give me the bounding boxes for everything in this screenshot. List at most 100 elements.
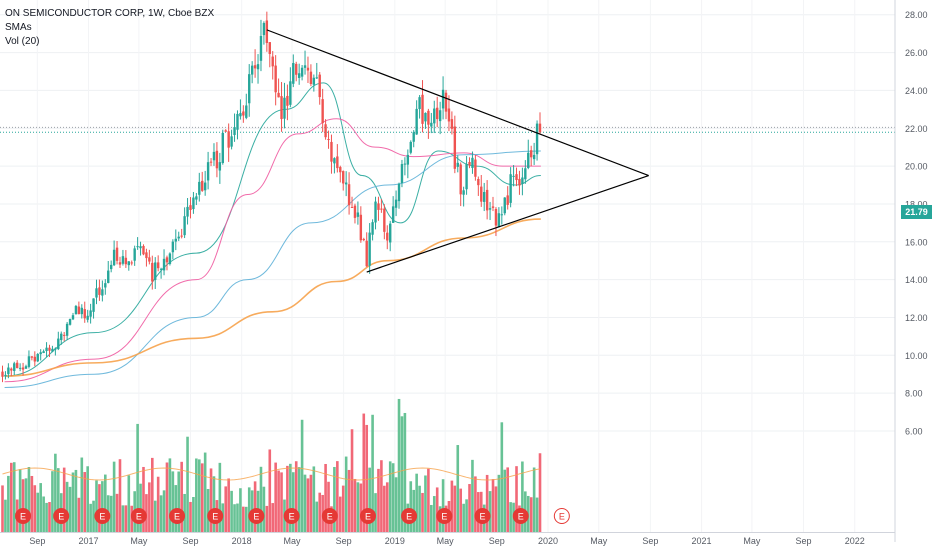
candle-body [383,208,386,232]
earnings-marker [401,508,418,524]
volume-bar [142,466,145,532]
candle-body [303,65,307,68]
earnings-label: E [406,512,412,522]
candle-body [268,42,271,54]
candle-body [362,239,365,241]
indicator-smas[interactable]: SMAs [5,22,32,33]
volume-bar [371,414,374,532]
earnings-marker [207,508,224,524]
candle-body [359,214,363,241]
candle-body [4,374,7,377]
volume-bar [7,475,10,532]
candle-body [377,203,380,210]
volume-bar [212,476,216,532]
price-axis[interactable]: 32.0030.0028.0026.0024.0022.0020.0018.00… [894,0,928,542]
candle-body [1,371,4,377]
candle-body [280,96,283,120]
time-tick-label: May [284,536,302,546]
volume-bar [394,477,398,532]
indicator-volume[interactable]: Vol (20) [5,36,40,47]
volume-bar [368,467,371,532]
volume-bar [271,503,275,532]
candle-body [424,112,427,122]
earnings-label: E [480,512,486,522]
triangle-upper-line [266,29,649,177]
volume-bar [430,504,433,532]
candle-body [21,367,25,370]
candle-body [248,74,251,104]
volume-bar [515,466,518,532]
candle-body [230,136,233,147]
candle-body [253,65,257,69]
price-tick-label: 16.00 [905,237,928,247]
volume-bar [24,478,28,532]
candle-body [159,268,163,270]
candle-body [300,67,304,77]
volume-bar [68,486,72,532]
volume-bar [432,496,436,532]
volume-bar [239,488,242,532]
earnings-label: E [20,512,26,522]
volume-bar [200,463,204,532]
volume-bar [374,493,377,532]
volume-bar [136,423,139,532]
price-tick-label: 22.00 [905,124,928,134]
earnings-label: E [441,512,447,522]
volume-bar [247,487,251,532]
candle-body [89,310,92,317]
volume-bar [139,483,142,532]
candle-body [215,150,219,169]
volume-bar [83,472,87,532]
candle-body [15,362,19,369]
candle-body [500,214,504,216]
candle-body [195,196,198,200]
volume-bar [159,495,163,532]
candle-body [459,164,462,195]
candle-body [77,306,81,315]
volume-bar [450,480,454,532]
symbol-title[interactable]: ON SEMICONDUCTOR CORP, 1W, Cboe BZX [5,8,215,19]
triangle-pattern[interactable] [266,29,649,273]
candle-body [371,222,374,235]
volume-bar [206,489,210,532]
price-tick-label: 24.00 [905,86,928,96]
candle-body [51,348,54,352]
last-price-badge: 21.79 [901,205,932,219]
candle-body [468,162,471,166]
volume-bar [491,479,495,532]
volume-bar [118,459,122,532]
volume-bar [112,461,116,532]
candle-body [271,56,274,67]
candle-body [24,366,28,369]
time-axis[interactable]: Sep 2017 May Sep 2018 May Sep 2019 May Sep 2020 May… [0,532,895,547]
candle-body [62,334,66,336]
candle-body [189,205,192,210]
earnings-marker [474,508,491,524]
volume-bar [39,483,42,532]
volume-bar [294,461,298,532]
volume-bar [521,461,524,532]
price-tick-label: 6.00 [905,426,923,436]
time-tick-label: 2017 [79,536,99,546]
grid-lines [0,0,895,532]
candle-body [165,257,169,263]
candle-body [183,216,186,236]
candle-body [212,151,216,161]
candle-body [101,289,104,296]
candle-body [353,205,357,218]
candle-body [262,22,266,36]
volume-bar [10,462,13,532]
candle-body [389,223,392,243]
candle-body [156,262,160,269]
volume-bar [503,469,507,532]
candle-body [218,162,222,171]
volume-bar [218,462,222,532]
volume-bar [497,474,501,532]
candle-body [453,126,457,169]
earnings-marker [15,508,32,524]
candle-body [483,192,486,202]
volume-bar [177,471,181,532]
volume-bar [244,506,248,532]
candle-body [518,178,521,186]
